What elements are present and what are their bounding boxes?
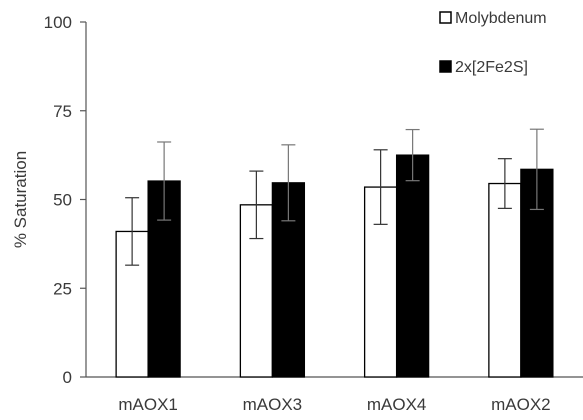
x-axis-ticks: mAOX1 mAOX3 mAOX4 mAOX2: [118, 395, 550, 414]
error-bar: [497, 158, 512, 209]
error-bar: [125, 197, 140, 266]
x-tick-label: mAOX2: [491, 395, 551, 414]
bar-mAOX2-molybdenum: [488, 182, 522, 378]
x-tick-label: mAOX1: [118, 395, 178, 414]
error-bar: [373, 149, 388, 225]
error-bar: [281, 144, 296, 222]
error-bar: [249, 170, 264, 240]
legend-label: Molybdenum: [455, 10, 547, 27]
error-bar: [157, 141, 172, 221]
bar-mAOX4-fe2s: [395, 154, 430, 378]
x-tick-label: mAOX3: [243, 395, 303, 414]
y-tick-label: 25: [53, 279, 72, 298]
y-tick-label: 75: [53, 102, 72, 121]
y-axis-ticks: 0 25 50 75 100: [44, 13, 86, 387]
error-bar: [405, 128, 420, 182]
legend-swatch: [439, 60, 452, 73]
legend: Molybdenum 2x[2Fe2S]: [439, 10, 547, 76]
y-axis-title: % Saturation: [11, 151, 30, 248]
y-tick-label: 100: [44, 13, 72, 32]
legend-label: 2x[2Fe2S]: [455, 59, 528, 76]
y-tick-label: 50: [53, 191, 72, 210]
y-tick-label: 0: [63, 368, 72, 387]
x-tick-label: mAOX4: [367, 395, 427, 414]
error-bar: [529, 128, 544, 211]
legend-swatch: [439, 11, 452, 24]
bars: [115, 154, 554, 378]
error-bars: [125, 128, 544, 266]
